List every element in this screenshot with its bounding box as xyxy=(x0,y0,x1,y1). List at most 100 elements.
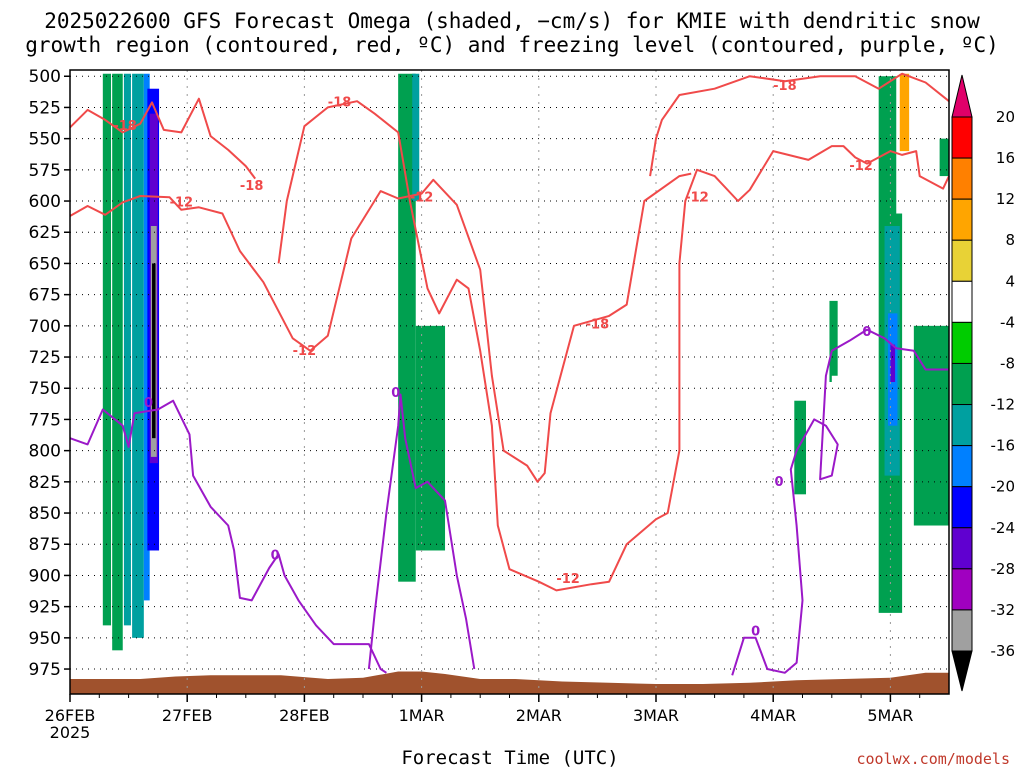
colorbar-label-8: -16 xyxy=(991,437,1016,455)
colorbar-swatch-5 xyxy=(951,321,973,364)
y-tick-label-9: 725 xyxy=(29,348,61,368)
omega-cell-3 xyxy=(132,73,144,638)
y-tick-label-14: 850 xyxy=(29,504,61,524)
x-tick-label-4: 2MAR xyxy=(516,706,562,725)
contour-label-14: 0 xyxy=(751,625,760,640)
omega-cell-20 xyxy=(70,73,80,326)
contour-label-13: 0 xyxy=(391,386,400,401)
contour-lines-layer xyxy=(69,72,950,676)
y-tick-label-17: 925 xyxy=(29,598,61,618)
colorbar-label-5: -4 xyxy=(1000,313,1015,331)
omega-cell-18 xyxy=(913,325,949,526)
contour-label-6: -18 xyxy=(586,318,610,333)
x-tick-label-5: 3MAR xyxy=(633,706,679,725)
colorbar-label-10: -24 xyxy=(991,519,1016,537)
omega-cell-24 xyxy=(321,250,328,351)
omega-cell-23 xyxy=(228,73,240,114)
y-tick-label-0: 500 xyxy=(29,67,61,87)
contour-label-5: -12 xyxy=(293,344,317,359)
y-tick-label-12: 800 xyxy=(29,442,61,462)
colorbar-label-6: -8 xyxy=(1000,354,1015,372)
y-tick-label-4: 600 xyxy=(29,192,61,212)
omega-cell-9 xyxy=(398,73,416,582)
colorbar-label-0: 20 xyxy=(996,108,1015,126)
omega-cell-31 xyxy=(899,73,910,152)
contour-label-1: -18 xyxy=(328,95,352,110)
contour-label-16: 0 xyxy=(862,325,871,340)
colorbar: 20 16 12 8 4 -4 -8 -12 -16 -20 -24 -28 -32 -36 xyxy=(951,74,1016,692)
colorbar-bottom-arrow xyxy=(951,650,973,692)
y-tick-label-13: 825 xyxy=(29,473,61,493)
y-tick-label-16: 900 xyxy=(29,566,61,586)
omega-cell-13 xyxy=(829,300,838,382)
omega-cell-26 xyxy=(529,400,545,613)
contour-label-2: -18 xyxy=(240,179,264,194)
colorbar-swatch-7 xyxy=(951,404,973,447)
contour-purple-2 xyxy=(367,393,476,670)
colorbar-label-7: -12 xyxy=(991,396,1016,414)
contour-label-7: -12 xyxy=(556,572,580,587)
x-tick-label-3: 1MAR xyxy=(399,706,445,725)
contour-label-15: 0 xyxy=(775,475,784,490)
omega-cell-21 xyxy=(86,73,94,177)
credit-text[interactable]: coolwx.com/models xyxy=(856,750,1010,768)
colorbar-swatch-12 xyxy=(951,609,973,652)
colorbar-label-4: 4 xyxy=(1005,272,1015,290)
colorbar-swatch-6 xyxy=(951,362,973,406)
omega-cell-19 xyxy=(939,138,949,177)
y-tick-label-19: 975 xyxy=(29,660,61,680)
colorbar-label-12: -32 xyxy=(991,601,1016,619)
colorbar-label-3: 8 xyxy=(1005,231,1015,249)
contour-label-9: -18 xyxy=(773,79,797,94)
x-axis-year-label: 2025 xyxy=(50,723,91,742)
contour-purple-3 xyxy=(731,328,949,676)
omega-cell-11 xyxy=(412,73,420,202)
contour-label-4: -12 xyxy=(410,190,434,205)
colorbar-swatch-4 xyxy=(951,280,973,323)
ground-terrain xyxy=(70,671,949,694)
colorbar-label-1: 16 xyxy=(996,149,1015,167)
y-tick-label-7: 675 xyxy=(29,286,61,306)
y-tick-label-2: 550 xyxy=(29,130,61,150)
y-tick-label-8: 700 xyxy=(29,317,61,337)
x-tick-label-2: 28FEB xyxy=(279,706,330,725)
omega-cell-29 xyxy=(831,375,844,489)
omega-cell-4 xyxy=(143,73,150,601)
x-tick-label-6: 4MAR xyxy=(750,706,796,725)
contour-label-8: -12 xyxy=(685,190,709,205)
contour-red-3 xyxy=(277,100,950,592)
y-tick-label-15: 875 xyxy=(29,535,61,555)
colorbar-label-9: -20 xyxy=(991,478,1016,496)
omega-cell-25 xyxy=(441,73,448,177)
colorbar-swatch-8 xyxy=(951,445,973,488)
y-tick-label-1: 525 xyxy=(29,98,61,118)
colorbar-swatch-0 xyxy=(951,116,973,159)
contour-red-2 xyxy=(69,172,692,483)
colorbar-swatch-10 xyxy=(951,527,973,570)
ground-terrain-layer xyxy=(70,671,949,694)
y-axis-ticks: 500 525 550 575 600 625 650 675 700 725 750 775 800 8… xyxy=(29,67,70,680)
chart-title-line-1: 2025022600 GFS Forecast Omega (shaded, −… xyxy=(44,9,980,33)
plot-frame xyxy=(69,69,950,695)
colorbar-swatch-3 xyxy=(951,239,973,282)
contour-label-0: -18 xyxy=(113,119,137,134)
contour-label-3: -12 xyxy=(170,195,194,210)
omega-cell-27 xyxy=(550,188,556,220)
omega-cell-17 xyxy=(890,344,896,382)
omega-cell-28 xyxy=(646,73,652,133)
omega-shading-layer xyxy=(70,73,949,651)
colorbar-label-11: -28 xyxy=(991,560,1016,578)
contour-red-1 xyxy=(69,97,256,180)
colorbar-label-13: -36 xyxy=(991,642,1016,660)
y-tick-label-18: 950 xyxy=(29,629,61,649)
omega-cell-8 xyxy=(152,263,156,439)
grid-layer xyxy=(70,70,949,694)
y-tick-label-11: 775 xyxy=(29,410,61,430)
x-axis-ticks: 26FEB 27FEB 28FEB 1MAR 2MAR 3MAR 4MAR 5MAR xyxy=(45,694,921,725)
omega-cell-0 xyxy=(102,73,112,626)
contour-red-4 xyxy=(649,72,950,177)
y-tick-label-5: 625 xyxy=(29,223,61,243)
y-tick-label-6: 650 xyxy=(29,254,61,274)
contour-labels-layer: -18 -18 -18 -12 -12 -12 -18 -12 -12 -18 -12 0 0 0 0 0 0 xyxy=(113,79,873,639)
